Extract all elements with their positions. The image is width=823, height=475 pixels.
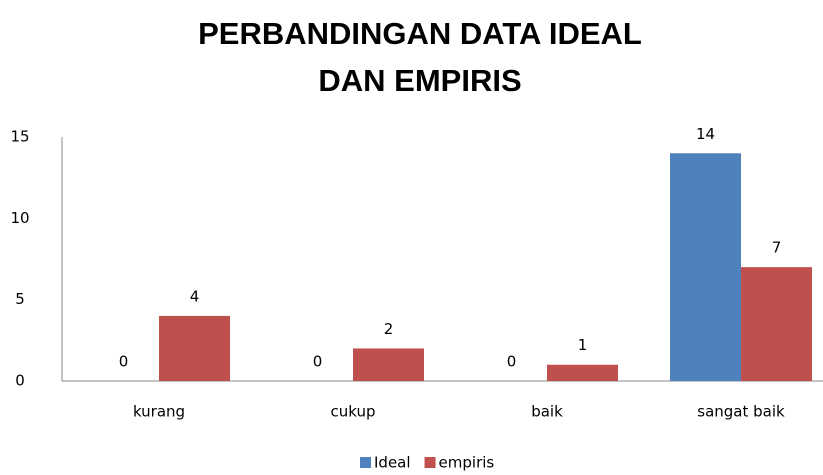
legend-label: empiris	[439, 454, 495, 472]
data-label: 2	[384, 320, 394, 338]
bar	[670, 153, 741, 381]
legend-label: Ideal	[374, 454, 411, 472]
chart-title: DAN EMPIRIS	[318, 63, 521, 98]
bar	[741, 267, 812, 381]
data-label: 0	[507, 353, 517, 371]
bar	[159, 315, 230, 381]
x-tick-label: kurang	[133, 403, 185, 421]
data-label: 14	[696, 125, 715, 143]
y-tick-label: 0	[15, 372, 25, 390]
x-tick-label: sangat baik	[697, 403, 785, 421]
legend-swatch	[360, 457, 371, 468]
bar	[353, 348, 424, 381]
data-label: 0	[119, 353, 129, 371]
x-tick-label: cukup	[330, 403, 375, 421]
y-tick-label: 10	[10, 209, 29, 227]
x-tick-label: baik	[531, 403, 563, 421]
data-label: 4	[190, 287, 200, 305]
y-tick-label: 5	[15, 290, 25, 308]
data-label: 0	[313, 353, 323, 371]
y-tick-label: 15	[10, 128, 29, 146]
data-label: 1	[578, 336, 588, 354]
bar	[547, 364, 618, 381]
legend-swatch	[424, 457, 436, 468]
chart-title: PERBANDINGAN DATA IDEAL	[198, 16, 642, 51]
data-label: 7	[772, 239, 782, 257]
